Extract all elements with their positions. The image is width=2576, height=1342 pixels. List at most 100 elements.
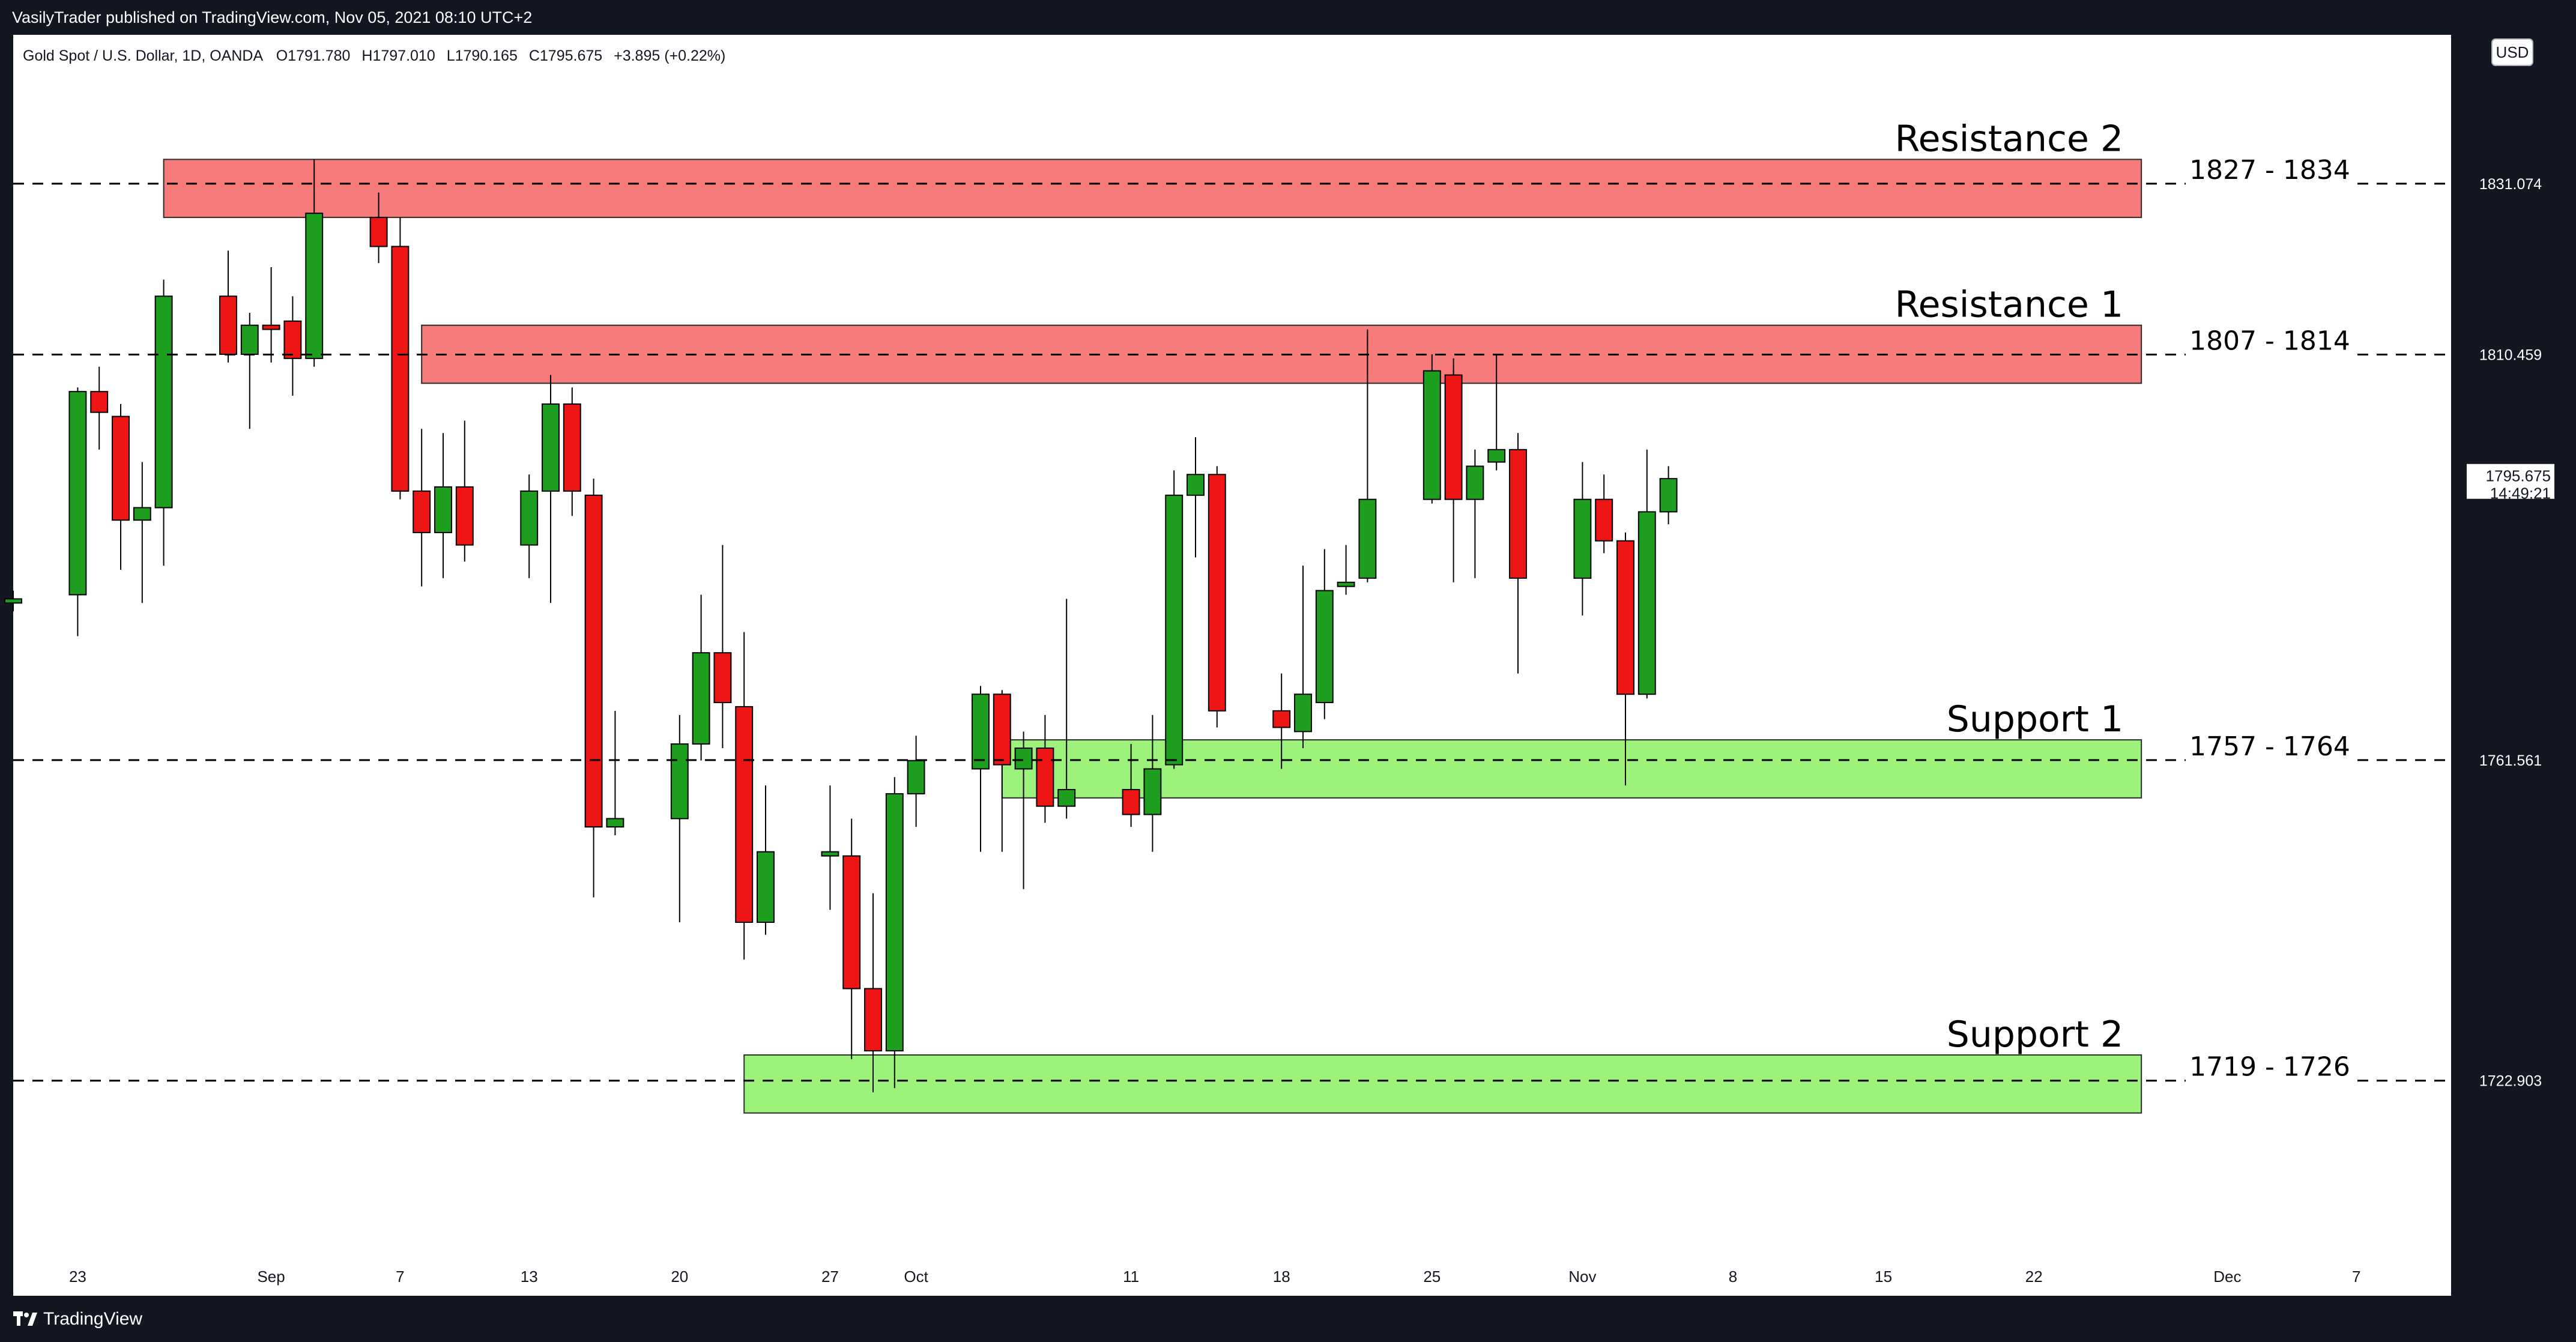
candle-up[interactable]	[133, 507, 151, 521]
candle-down[interactable]	[1208, 474, 1226, 712]
candle-up[interactable]	[606, 818, 624, 828]
candle-down[interactable]	[219, 295, 237, 355]
footer-bar: TradingView	[0, 1296, 2576, 1342]
candle-down[interactable]	[584, 494, 603, 828]
candle-down[interactable]	[391, 246, 410, 492]
candle-down[interactable]	[1444, 374, 1463, 500]
candle-up[interactable]	[692, 652, 710, 745]
price-tick-label: 1720.000	[2486, 1096, 2551, 1114]
legend-low: L1790.165	[447, 47, 518, 64]
candle-up[interactable]	[821, 851, 839, 857]
candle-down[interactable]	[455, 486, 474, 546]
candle-down[interactable]	[1122, 789, 1140, 815]
price-tick-label: 1770.000	[2486, 681, 2551, 699]
time-tick-label: 20	[671, 1268, 688, 1286]
candle-up[interactable]	[240, 324, 259, 355]
legend-high: H1797.010	[361, 47, 435, 64]
candle-up[interactable]	[1337, 581, 1355, 587]
candle-down[interactable]	[842, 855, 861, 990]
price-tag	[2467, 343, 2554, 366]
time-tick-label: Nov	[1568, 1268, 1596, 1286]
legend-open: O1791.780	[276, 47, 351, 64]
time-tick-label: 13	[2477, 1268, 2494, 1286]
price-tick-label: 1800.000	[2486, 432, 2551, 450]
candle-up[interactable]	[1014, 747, 1033, 770]
candle-down[interactable]	[735, 706, 754, 923]
time-tick-label: 7	[2352, 1268, 2360, 1286]
candle-down[interactable]	[1616, 540, 1634, 695]
candle-up[interactable]	[1637, 511, 1656, 695]
price-chart[interactable]: Resistance 2 1827 - 1834 Resistance 1 1807 …	[0, 0, 2576, 1296]
candle-up[interactable]	[520, 490, 539, 546]
candle-up[interactable]	[1143, 768, 1162, 815]
candle-down[interactable]	[1595, 498, 1613, 542]
candle-down[interactable]	[1509, 449, 1527, 579]
currency-badge[interactable]	[2491, 38, 2533, 66]
candle-up[interactable]	[1057, 789, 1076, 807]
legend-close: C1795.675	[529, 47, 602, 64]
candle-up[interactable]	[1423, 370, 1441, 500]
candle-down[interactable]	[283, 320, 302, 359]
candle-up[interactable]	[670, 743, 689, 820]
zone-range-label: 1827 - 1834	[2189, 155, 2350, 186]
candle-up[interactable]	[1466, 465, 1484, 500]
tradingview-logo-icon	[13, 1311, 37, 1326]
price-tag	[2467, 172, 2554, 195]
price-tick-label: 1785.000	[2486, 557, 2551, 575]
time-tick-label: 25	[1423, 1268, 1441, 1286]
candle-up[interactable]	[1487, 449, 1506, 463]
candle-down[interactable]	[1272, 710, 1291, 728]
candle-up[interactable]	[885, 793, 904, 1052]
candle-up[interactable]	[4, 598, 22, 604]
level-lines-layer	[13, 183, 2451, 1082]
candle-up[interactable]	[1294, 694, 1312, 733]
time-tick-label: 18	[1273, 1268, 1290, 1286]
candle-up[interactable]	[1187, 474, 1205, 496]
candle-up[interactable]	[1358, 498, 1377, 579]
price-tag-text: 1831.074	[2479, 176, 2542, 193]
price-tick-label: 1825.000	[2486, 225, 2551, 243]
candle-up[interactable]	[972, 694, 990, 770]
zone-support[interactable]	[743, 1054, 2142, 1114]
zone-name-label: Resistance 1	[1895, 284, 2124, 326]
candle-down[interactable]	[262, 324, 280, 330]
time-axis: 23 Sep 7 13 20 27 Oct 11 18 25 Nov 8 15 22 Dec 7 13	[69, 1268, 2494, 1286]
zone-range-label: 1719 - 1726	[2189, 1052, 2350, 1083]
candle-down[interactable]	[1036, 747, 1054, 807]
time-tick-label: 11	[1123, 1268, 1139, 1286]
candle-up[interactable]	[1315, 590, 1334, 704]
legend-change: +3.895 (+0.22%)	[614, 47, 725, 64]
candle-down[interactable]	[90, 391, 109, 413]
candle-down[interactable]	[713, 652, 732, 704]
candle-up[interactable]	[1659, 478, 1678, 513]
candle-up[interactable]	[154, 295, 173, 509]
zone-resistance[interactable]	[163, 159, 2142, 219]
range-label-bg	[2186, 165, 2354, 196]
candle-up[interactable]	[542, 403, 560, 492]
legend-symbol: Gold Spot / U.S. Dollar, 1D, OANDA	[23, 47, 263, 64]
candle-up[interactable]	[1573, 498, 1592, 579]
tradingview-brand[interactable]: TradingView	[13, 1309, 142, 1329]
zone-support[interactable]	[1001, 739, 2142, 799]
candle-up[interactable]	[907, 760, 925, 794]
candle-up[interactable]	[757, 851, 775, 923]
candle-up[interactable]	[68, 391, 87, 596]
price-tick-label: 1790.000	[2486, 515, 2551, 533]
price-tag-text: 1722.903	[2479, 1073, 2542, 1090]
candle-down[interactable]	[413, 490, 431, 533]
price-tick-label: 1735.000	[2486, 972, 2551, 990]
price-tick-label: 1730.000	[2486, 1013, 2551, 1031]
zone-name-label: Support 2	[1947, 1014, 2123, 1056]
candle-down[interactable]	[369, 217, 388, 247]
price-tick-label: 1705.000	[2486, 1220, 2551, 1238]
candle-down[interactable]	[864, 988, 882, 1052]
candle-up[interactable]	[434, 486, 452, 533]
candle-down[interactable]	[993, 694, 1011, 766]
price-axis: 1705.000 1710.000 1715.000 1720.000 1725.000…	[2467, 59, 2554, 1238]
candle-up[interactable]	[305, 213, 324, 359]
candle-up[interactable]	[1165, 494, 1184, 766]
time-tick-label: 8	[1729, 1268, 1737, 1286]
price-tick-label: 1725.000	[2486, 1054, 2551, 1072]
candle-down[interactable]	[563, 403, 581, 492]
candle-down[interactable]	[112, 416, 130, 521]
